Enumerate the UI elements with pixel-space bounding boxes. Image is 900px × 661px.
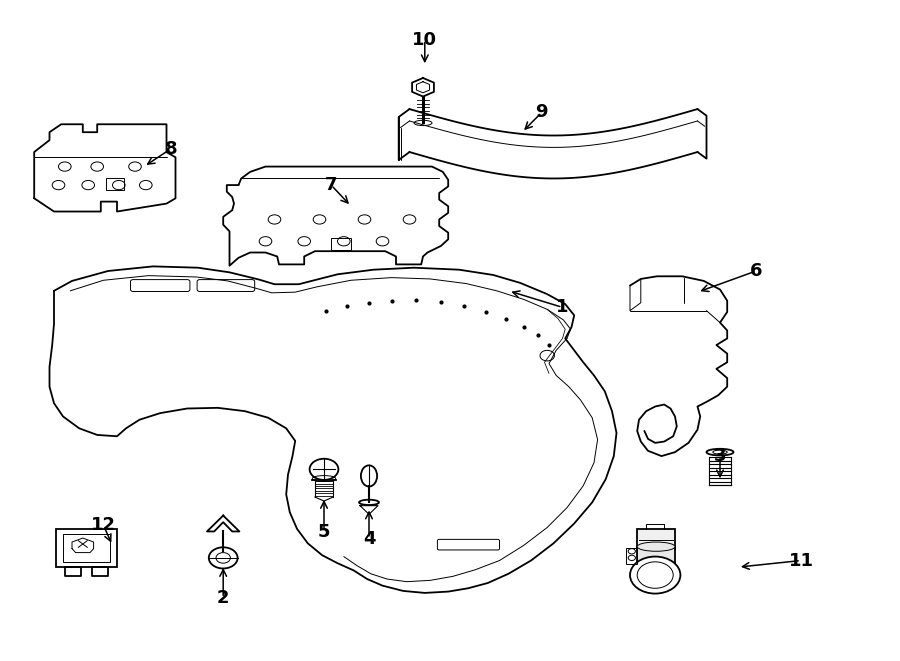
Text: 7: 7 [325,176,338,194]
Text: 8: 8 [165,139,177,158]
Bar [331,238,351,250]
Text: 1: 1 [556,298,569,317]
Ellipse shape [637,542,675,551]
Bar [637,529,675,549]
Text: 12: 12 [91,516,116,535]
Text: 4: 4 [363,529,375,548]
Text: 9: 9 [536,103,548,122]
Bar [626,548,637,564]
Text: 11: 11 [788,551,814,570]
Bar [63,534,110,562]
Text: 3: 3 [714,447,726,465]
Text: 5: 5 [318,523,330,541]
Circle shape [630,557,680,594]
Text: 2: 2 [217,589,230,607]
Text: 6: 6 [750,262,762,280]
Bar [56,529,117,567]
Text: 10: 10 [412,30,437,49]
Ellipse shape [706,449,733,455]
Bar [106,178,124,190]
Bar [637,547,675,573]
